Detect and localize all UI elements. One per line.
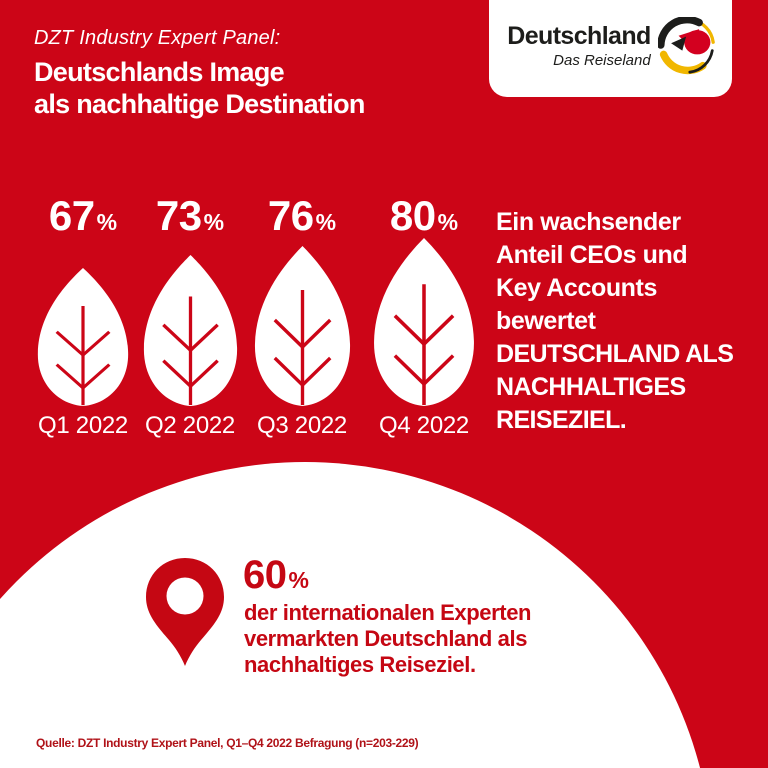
- highlight-number: 60: [243, 553, 287, 597]
- side-note: Ein wachsender Anteil CEOs und Key Accou…: [496, 206, 734, 437]
- leaf-value-q2: 73%: [130, 194, 250, 244]
- highlight-unit: %: [288, 567, 309, 593]
- leaf-value-q3: 76%: [242, 194, 362, 244]
- map-pin-icon: [146, 558, 224, 666]
- leaf-value-q1: 67%: [23, 194, 143, 244]
- dzt-logo-box: Deutschland Das Reiseland: [489, 0, 732, 97]
- leaf-icon-q4: [374, 238, 474, 406]
- leaf-value-q4: 80%: [364, 194, 484, 244]
- page-title-line1: Deutschlands Image: [34, 57, 285, 87]
- value-unit: %: [437, 209, 459, 235]
- side-note-line: Ein wachsender: [496, 208, 681, 236]
- side-note-emphasis-line: NACHHALTIGES: [496, 373, 686, 401]
- value-number: 76: [267, 192, 314, 239]
- dzt-logo-wordmark: Deutschland Das Reiseland: [507, 22, 651, 69]
- highlight-line: nachhaltiges Reiseziel.: [244, 652, 476, 677]
- page-title: Deutschlands Image als nachhaltige Desti…: [34, 56, 365, 120]
- leaf-category-q3: Q3 2022: [257, 412, 347, 439]
- page-title-line2: als nachhaltige Destination: [34, 89, 365, 119]
- logo-brand-text: Deutschland: [507, 22, 651, 50]
- highlight-value: 60%: [243, 553, 309, 602]
- source-note: Quelle: DZT Industry Expert Panel, Q1–Q4…: [36, 736, 419, 750]
- side-note-line: Key Accounts: [496, 274, 657, 302]
- value-number: 67: [48, 192, 95, 239]
- highlight-line: vermarkten Deutschland als: [244, 626, 528, 651]
- leaf-category-q2: Q2 2022: [145, 412, 235, 439]
- value-unit: %: [315, 209, 337, 235]
- highlight-text: der internationalen Experten vermarkten …: [244, 600, 531, 678]
- side-note-emphasis-line: REISEZIEL.: [496, 406, 627, 434]
- side-note-line: Anteil CEOs und: [496, 241, 688, 269]
- side-note-emphasis-line: DEUTSCHLAND ALS: [496, 340, 734, 368]
- leaf-icon-q2: [143, 255, 238, 406]
- value-number: 73: [155, 192, 202, 239]
- highlight-line: der internationalen Experten: [244, 600, 532, 625]
- logo-tagline-text: Das Reiseland: [553, 52, 651, 69]
- dzt-eagle-icon: [657, 16, 715, 74]
- leaf-category-q1: Q1 2022: [38, 412, 128, 439]
- side-note-line: bewertet: [496, 307, 596, 335]
- kicker-text: DZT Industry Expert Panel:: [34, 27, 281, 49]
- value-number: 80: [389, 192, 436, 239]
- leaf-category-q4: Q4 2022: [379, 412, 469, 439]
- leaf-icon-q1: [37, 268, 129, 406]
- leaf-icon-q3: [254, 246, 351, 406]
- value-unit: %: [203, 209, 225, 235]
- value-unit: %: [96, 209, 118, 235]
